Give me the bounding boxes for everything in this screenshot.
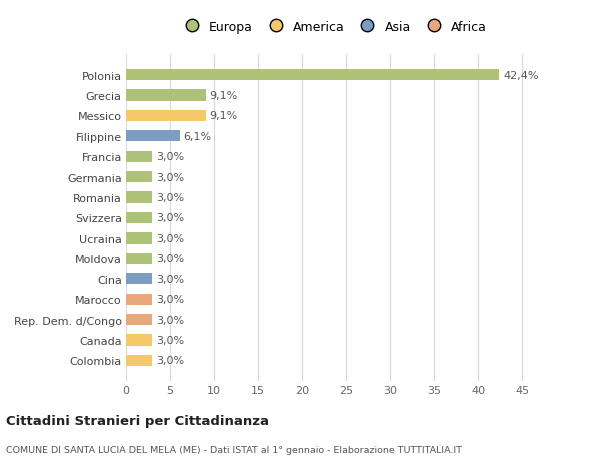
Bar bbox=[126, 151, 152, 162]
Text: 3,0%: 3,0% bbox=[156, 172, 184, 182]
Bar bbox=[126, 274, 152, 285]
Text: 3,0%: 3,0% bbox=[156, 193, 184, 203]
Text: 3,0%: 3,0% bbox=[156, 152, 184, 162]
Text: 9,1%: 9,1% bbox=[209, 91, 238, 101]
Bar bbox=[126, 172, 152, 183]
Bar bbox=[126, 253, 152, 264]
Bar bbox=[126, 314, 152, 325]
Bar bbox=[126, 233, 152, 244]
Text: 9,1%: 9,1% bbox=[209, 111, 238, 121]
Text: 3,0%: 3,0% bbox=[156, 274, 184, 284]
Text: 3,0%: 3,0% bbox=[156, 356, 184, 365]
Bar bbox=[126, 294, 152, 305]
Text: 3,0%: 3,0% bbox=[156, 335, 184, 345]
Bar bbox=[126, 355, 152, 366]
Text: 6,1%: 6,1% bbox=[183, 132, 211, 141]
Bar bbox=[126, 335, 152, 346]
Text: COMUNE DI SANTA LUCIA DEL MELA (ME) - Dati ISTAT al 1° gennaio - Elaborazione TU: COMUNE DI SANTA LUCIA DEL MELA (ME) - Da… bbox=[6, 445, 462, 454]
Legend: Europa, America, Asia, Africa: Europa, America, Asia, Africa bbox=[174, 16, 492, 39]
Bar bbox=[126, 192, 152, 203]
Bar bbox=[126, 111, 206, 122]
Text: Cittadini Stranieri per Cittadinanza: Cittadini Stranieri per Cittadinanza bbox=[6, 414, 269, 428]
Text: 3,0%: 3,0% bbox=[156, 213, 184, 223]
Bar bbox=[126, 131, 180, 142]
Bar bbox=[126, 70, 499, 81]
Text: 3,0%: 3,0% bbox=[156, 233, 184, 243]
Bar bbox=[126, 213, 152, 224]
Text: 3,0%: 3,0% bbox=[156, 315, 184, 325]
Text: 42,4%: 42,4% bbox=[503, 71, 539, 80]
Text: 3,0%: 3,0% bbox=[156, 295, 184, 304]
Text: 3,0%: 3,0% bbox=[156, 254, 184, 264]
Bar bbox=[126, 90, 206, 101]
